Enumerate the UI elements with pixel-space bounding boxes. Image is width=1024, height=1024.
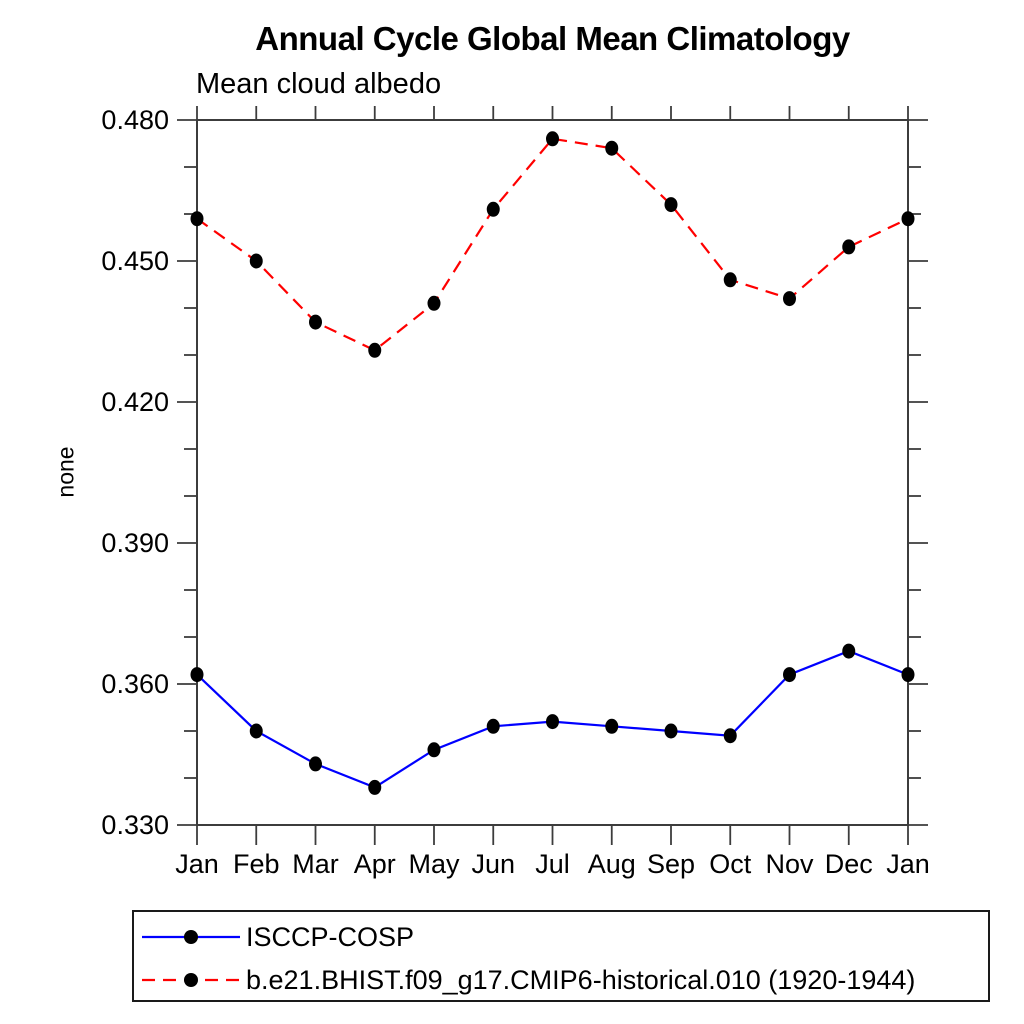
- x-tick-label: Jun: [471, 849, 515, 879]
- data-point-marker-s1: [309, 314, 322, 330]
- legend-row-isccp: ISCCP-COSP: [139, 922, 414, 952]
- legend-label-model: b.e21.BHIST.f09_g17.CMIP6-historical.010…: [246, 964, 916, 995]
- data-point-marker-s0: [842, 643, 856, 659]
- data-point-marker-s0: [901, 667, 915, 683]
- data-point-marker-s1: [190, 211, 204, 227]
- y-tick-label: 0.390: [101, 528, 169, 558]
- data-point-marker-s1: [723, 272, 737, 288]
- x-tick-label: Feb: [233, 849, 280, 879]
- legend-marker-dot: [184, 973, 198, 987]
- data-point-marker-s1: [249, 253, 263, 269]
- y-tick-label: 0.450: [101, 246, 169, 276]
- legend-swatch-solid-blue-line: [142, 930, 240, 944]
- y-tick-label: 0.360: [101, 669, 169, 699]
- legend-box: ISCCP-COSP b.e21.BHIST.f09_g17.CMIP6-his…: [132, 910, 990, 1002]
- data-point-marker-s0: [664, 723, 678, 739]
- x-tick-label: Mar: [292, 849, 339, 879]
- data-point-marker-s0: [309, 756, 322, 772]
- data-point-marker-s0: [249, 723, 263, 739]
- data-point-marker-s1: [605, 140, 619, 156]
- series-line-1: [196, 137, 909, 352]
- legend-marker-dot: [184, 930, 198, 944]
- data-point-marker-s0: [190, 667, 204, 683]
- x-tick-label: Dec: [825, 849, 873, 879]
- data-point-marker-s0: [427, 742, 441, 758]
- x-tick-label: Jan: [175, 849, 219, 879]
- data-point-marker-s1: [368, 342, 382, 358]
- legend-row-model: b.e21.BHIST.f09_g17.CMIP6-historical.010…: [139, 965, 915, 995]
- data-point-marker-s0: [723, 728, 737, 744]
- x-tick-label: Nov: [765, 849, 814, 879]
- data-point-marker-s1: [486, 201, 500, 217]
- legend-label-isccp: ISCCP-COSP: [246, 921, 415, 952]
- data-point-marker-s0: [546, 714, 559, 730]
- data-point-marker-s0: [368, 779, 382, 795]
- legend-swatch-dashed-red-line: [142, 973, 240, 987]
- chart-subtitle: Mean cloud albedo: [196, 68, 442, 100]
- data-point-marker-s0: [605, 718, 619, 734]
- data-point-marker-s1: [427, 295, 441, 311]
- y-tick-label: 0.480: [101, 105, 169, 135]
- data-point-marker-s1: [664, 197, 678, 213]
- x-tick-label: Sep: [647, 849, 695, 879]
- y-tick-label: 0.420: [101, 387, 169, 417]
- data-point-marker-s0: [783, 667, 796, 683]
- data-point-marker-s1: [842, 239, 856, 255]
- x-tick-label: Apr: [354, 849, 396, 879]
- chart-title: Annual Cycle Global Mean Climatology: [255, 20, 850, 57]
- data-point-marker-s1: [783, 291, 796, 307]
- y-tick-label: 0.330: [101, 810, 169, 840]
- data-point-marker-s1: [546, 131, 559, 147]
- data-point-marker-s1: [901, 211, 915, 227]
- x-tick-label: Jan: [886, 849, 930, 879]
- x-tick-label: Jul: [535, 849, 570, 879]
- x-tick-label: Oct: [709, 849, 752, 879]
- x-tick-label: May: [408, 849, 460, 879]
- data-point-marker-s0: [486, 718, 500, 734]
- x-tick-label: Aug: [588, 849, 636, 879]
